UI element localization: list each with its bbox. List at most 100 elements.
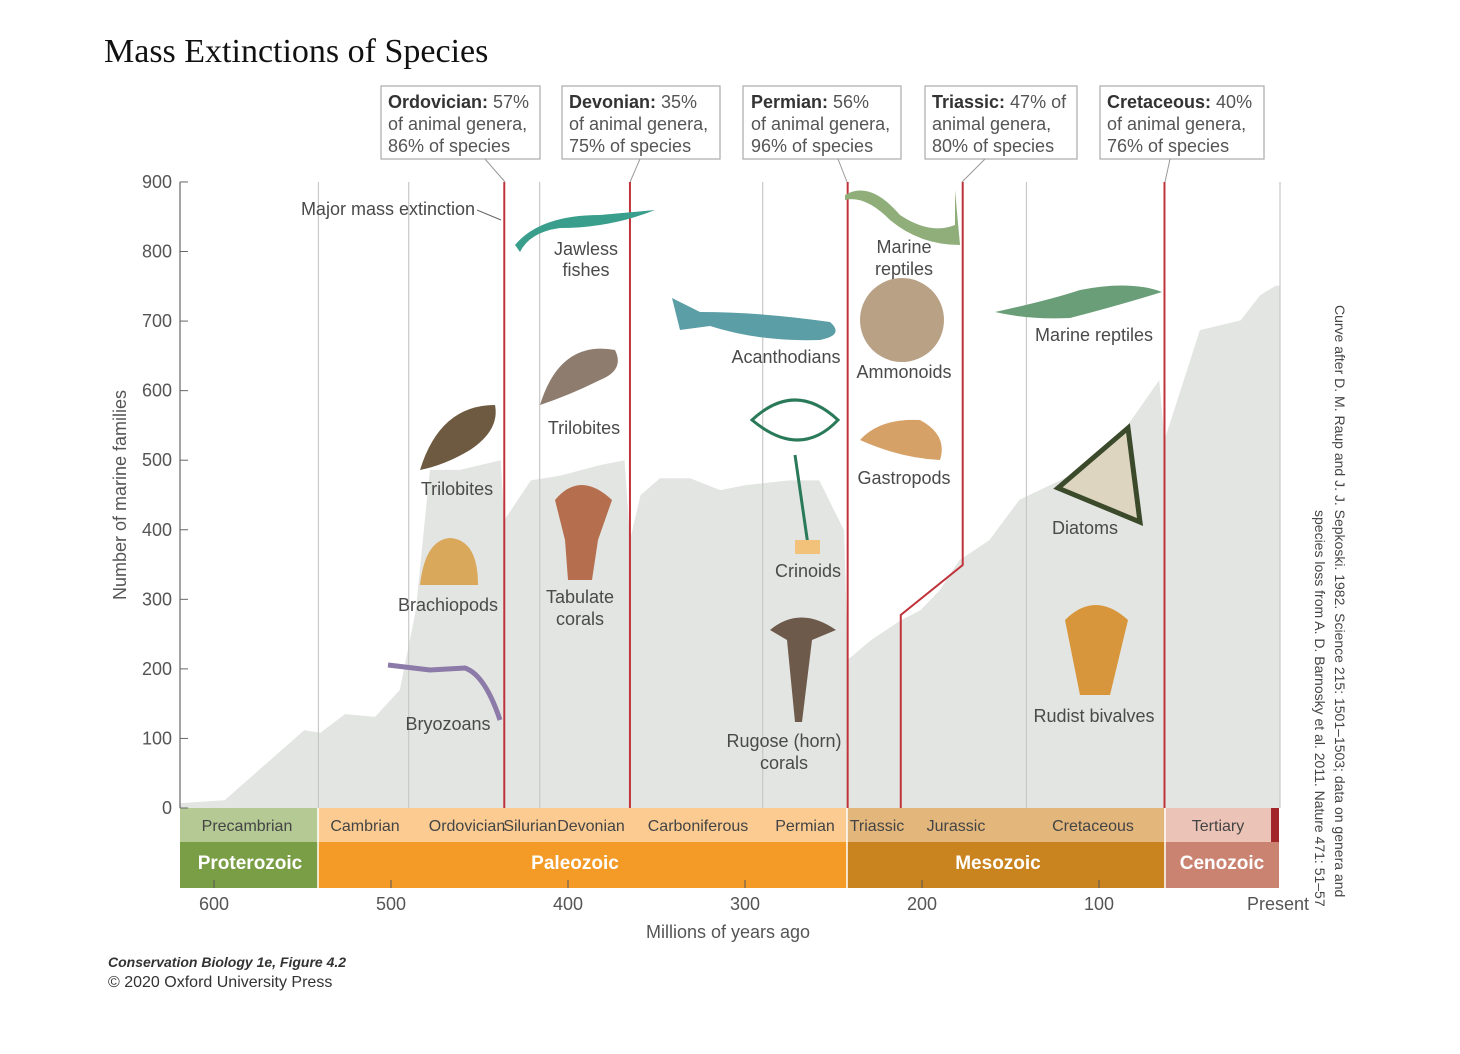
period-cretaceous: Cretaceous	[1052, 818, 1134, 835]
crinoids-label: Crinoids	[775, 561, 841, 581]
geologic-timescale: Precambrian Cambrian Ordovician Silurian…	[180, 808, 1279, 888]
marine-reptiles-triassic-label-2: reptiles	[875, 259, 933, 279]
rugose-corals-label: Rugose (horn)	[726, 731, 841, 751]
svg-text:Devonian: 35%: Devonian: 35%	[569, 92, 697, 112]
marine-reptile-triassic-icon	[845, 190, 960, 245]
major-mass-extinction-label: Major mass extinction	[301, 199, 475, 219]
marine-reptiles-label: Marine reptiles	[1035, 325, 1153, 345]
period-band-precambrian	[180, 808, 318, 842]
y-tick-label: 700	[142, 311, 172, 331]
period-precambrian: Precambrian	[202, 818, 293, 835]
period-permian: Permian	[775, 818, 835, 835]
y-tick-label: 600	[142, 381, 172, 401]
source-note: Curve after D. M. Raup and J. J. Sepkosk…	[1312, 305, 1348, 907]
acanthodians-label: Acanthodians	[731, 347, 840, 367]
footer-figure-credit: Conservation Biology 1e, Figure 4.2	[108, 954, 346, 970]
era-mesozoic: Mesozoic	[955, 853, 1041, 874]
period-devonian: Devonian	[557, 818, 625, 835]
svg-text:Ordovician: 57%: Ordovician: 57%	[388, 92, 529, 112]
y-axis: 0 100 200 300 400 500 600 700 800 900	[142, 172, 188, 818]
svg-text:of animal genera,: of animal genera,	[569, 114, 708, 134]
trilobite-cambrian-icon	[420, 405, 496, 470]
x-tick-label: 300	[730, 894, 760, 914]
rugose-coral-icon	[770, 617, 836, 722]
y-tick-label: 300	[142, 589, 172, 609]
callout-devonian: Devonian: 35% of animal genera, 75% of s…	[561, 85, 721, 183]
era-band-mesozoic	[847, 842, 1165, 888]
trilobites-cambrian-label: Trilobites	[421, 479, 493, 499]
bryozoan-icon	[387, 662, 503, 721]
svg-text:96% of species: 96% of species	[751, 136, 873, 156]
callout-ordovician: Ordovician: 57% of animal genera, 86% of…	[380, 85, 541, 183]
x-tick-label: Present	[1247, 894, 1309, 914]
svg-text:Permian: 56%: Permian: 56%	[751, 92, 869, 112]
jawless-fish-icon	[515, 210, 655, 252]
y-axis-label: Number of marine families	[110, 390, 130, 600]
y-tick-label: 400	[142, 520, 172, 540]
period-band-paleozoic	[318, 808, 847, 842]
bryozoans-label: Bryozoans	[405, 714, 490, 734]
period-carboniferous: Carboniferous	[648, 818, 749, 835]
svg-text:of animal genera,: of animal genera,	[1107, 114, 1246, 134]
svg-text:80% of species: 80% of species	[932, 136, 1054, 156]
acanthodian-icon	[672, 298, 836, 341]
era-band-cenozoic	[1165, 842, 1279, 888]
era-band-paleozoic	[318, 842, 847, 888]
svg-text:86% of species: 86% of species	[388, 136, 510, 156]
plot-area	[180, 182, 1281, 809]
y-tick-label: 0	[162, 798, 172, 818]
period-tertiary: Tertiary	[1192, 818, 1244, 835]
period-band-tertiary	[1165, 808, 1271, 842]
diatoms-label: Diatoms	[1052, 518, 1118, 538]
tabulate-coral-icon	[555, 485, 612, 580]
era-proterozoic: Proterozoic	[198, 853, 303, 874]
svg-text:Curve after D. M. Raup and J.: Curve after D. M. Raup and J. J. Sepkosk…	[1332, 305, 1348, 897]
svg-text:76% of species: 76% of species	[1107, 136, 1229, 156]
svg-text:species loss from A. D. Barnos: species loss from A. D. Barnosky et al. …	[1312, 510, 1328, 907]
callout-triassic: Triassic: 47% of animal genera, 80% of s…	[924, 85, 1078, 183]
x-tick-label: 100	[1084, 894, 1114, 914]
period-ordovician: Ordovician	[429, 818, 505, 835]
brachiopod-icon	[420, 538, 478, 585]
svg-text:Triassic: 47% of: Triassic: 47% of	[932, 92, 1067, 112]
y-tick-label: 100	[142, 728, 172, 748]
svg-text:Cretaceous: 40%: Cretaceous: 40%	[1107, 92, 1252, 112]
footer-copyright: © 2020 Oxford University Press	[108, 974, 332, 991]
rudist-bivalves-label: Rudist bivalves	[1033, 706, 1154, 726]
marine-families-area	[180, 285, 1280, 809]
period-cambrian: Cambrian	[330, 818, 399, 835]
era-paleozoic: Paleozoic	[531, 853, 619, 874]
mass-extinction-line	[899, 182, 964, 808]
jawless-fishes-label: Jawless	[554, 239, 618, 259]
period-triassic: Triassic	[850, 818, 905, 835]
svg-text:75% of species: 75% of species	[569, 136, 691, 156]
diatom-icon	[1053, 423, 1144, 526]
svg-text:of animal genera,: of animal genera,	[751, 114, 890, 134]
y-tick-label: 500	[142, 450, 172, 470]
x-axis-label: Millions of years ago	[646, 922, 810, 942]
callout-cretaceous: Cretaceous: 40% of animal genera, 76% of…	[1099, 85, 1265, 183]
svg-text:of animal genera,: of animal genera,	[388, 114, 527, 134]
period-band-mesozoic	[847, 808, 1165, 842]
period-jurassic: Jurassic	[927, 818, 986, 835]
x-axis: 600 500 400 300 200 100 Present	[199, 880, 1309, 914]
gastropods-label: Gastropods	[857, 468, 950, 488]
y-tick-label: 900	[142, 172, 172, 192]
ammonoid-icon	[860, 278, 944, 362]
ammonoids-label: Ammonoids	[856, 362, 951, 382]
x-tick-label: 400	[553, 894, 583, 914]
y-tick-label: 200	[142, 659, 172, 679]
crinoid-icon	[749, 398, 841, 554]
jawless-fishes-label-2: fishes	[562, 260, 609, 280]
x-tick-label: 600	[199, 894, 229, 914]
period-silurian: Silurian	[503, 818, 556, 835]
marine-reptile-icon	[995, 285, 1162, 319]
trilobite-icon	[540, 348, 618, 405]
svg-text:animal genera,: animal genera,	[932, 114, 1051, 134]
figure-title: Mass Extinctions of Species	[104, 33, 488, 70]
period-band-quaternary	[1271, 808, 1279, 842]
trilobites-silurian-label: Trilobites	[548, 418, 620, 438]
brachiopods-label: Brachiopods	[398, 595, 498, 615]
tabulate-corals-label-2: corals	[556, 609, 604, 629]
